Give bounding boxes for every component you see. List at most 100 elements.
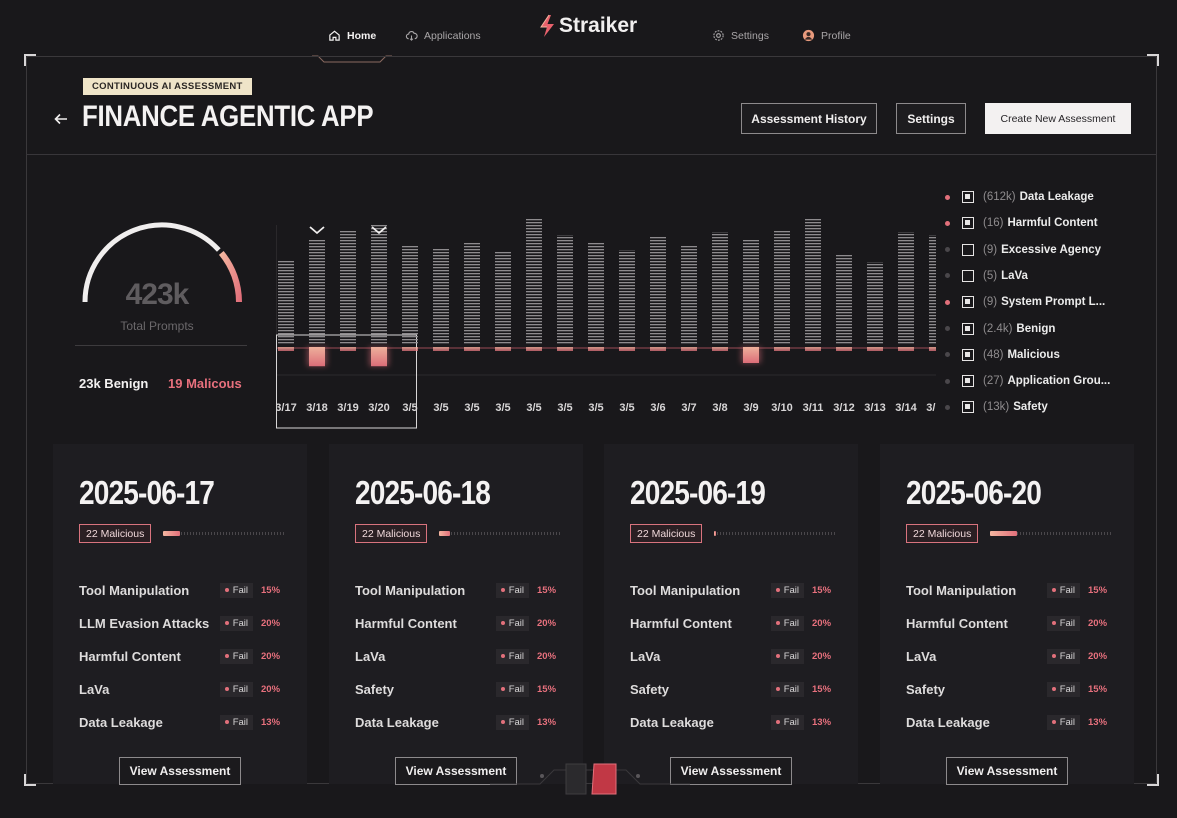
home-icon [329, 30, 340, 41]
brand-logo[interactable]: Straiker [538, 14, 637, 38]
view-assessment-button[interactable]: View Assessment [395, 757, 517, 785]
view-assessment-button[interactable]: View Assessment [946, 757, 1068, 785]
legend-checkbox[interactable] [962, 217, 974, 230]
malicious-count-badge: 22 Malicious [79, 524, 152, 543]
benign-summary: 23k Benign [79, 376, 149, 391]
result-category: Data Leakage [630, 714, 714, 730]
status-dot [224, 588, 229, 592]
chart-bars [276, 218, 936, 429]
prompts-bar-chart[interactable]: 3/17 3/18 3/19 3/20 3/5 3/5 3/5 3/5 3/5 3/5 3/5 3/5… [276, 195, 936, 435]
chart-bar-malicious [340, 347, 356, 351]
chart-bar-malicious [712, 347, 728, 351]
status-dot [775, 621, 780, 625]
chart-bar [371, 225, 387, 345]
legend-count: (16) [983, 217, 1004, 230]
assessment-type-badge: CONTINUOUS AI ASSESSMENT [83, 78, 252, 95]
legend-item[interactable]: (9) Excessive Agency [945, 242, 1101, 258]
legend-checkbox[interactable] [962, 348, 974, 361]
status-dot [775, 687, 780, 691]
legend-item[interactable]: (48) Malicious [945, 347, 1060, 363]
malicious-progress-fill [163, 531, 181, 536]
assessment-history-button[interactable]: Assessment History [741, 103, 877, 134]
result-category: LaVa [355, 648, 386, 664]
legend-item[interactable]: (27) Application Grou... [945, 373, 1110, 389]
chart-tick-label: 3/5 [464, 402, 479, 414]
result-row: Safety Fail 15% [630, 679, 834, 699]
legend-checkbox[interactable] [962, 322, 974, 335]
fail-percentage: 13% [537, 716, 557, 728]
view-assessment-button[interactable]: View Assessment [119, 757, 241, 785]
legend-status-dot [945, 326, 950, 331]
result-row: Safety Fail 15% [906, 679, 1110, 699]
chart-tick-label: 3/18 [306, 402, 327, 414]
malicious-count-badge: 22 Malicious [355, 524, 428, 543]
nav-applications[interactable]: Applications [405, 29, 481, 42]
card-date: 2025-06-19 [630, 474, 766, 511]
fail-status-pill: Fail [495, 714, 529, 730]
chart-tick-label: 3/5 [402, 402, 417, 414]
assessment-card: 2025-06-17 22 Malicious Tool Manipulation F… [53, 444, 307, 785]
legend-item[interactable]: (5) LaVa [945, 268, 1028, 284]
fail-status-pill: Fail [219, 714, 253, 730]
chart-bar [650, 237, 666, 345]
chart-bar [526, 218, 542, 345]
legend-count: (5) [983, 269, 998, 282]
status-dot [1051, 687, 1056, 691]
status-dot [775, 588, 780, 592]
status-dot [500, 621, 505, 625]
card-date: 2025-06-18 [355, 474, 491, 511]
status-dot [1051, 621, 1056, 625]
malicious-progress-track [714, 531, 836, 536]
chart-tick-label: 3/9 [743, 402, 758, 414]
legend-item[interactable]: (16) Harmful Content [945, 215, 1098, 231]
status-dot [500, 720, 505, 724]
chart-bar [712, 232, 728, 345]
gauge-track [82, 222, 221, 303]
legend-status-dot [945, 194, 950, 200]
legend-checkbox[interactable] [962, 375, 974, 388]
chart-tick-label: 3/15 [926, 402, 936, 414]
chart-bar-malicious [805, 347, 821, 351]
chart-bar-malicious [867, 347, 883, 351]
result-row: Safety Fail 15% [355, 679, 559, 699]
fail-label: Fail [232, 617, 248, 629]
chart-bar-malicious [526, 347, 542, 351]
legend-item[interactable]: (2.4k) Benign [945, 321, 1055, 337]
nav-home-label: Home [347, 29, 377, 42]
view-assessment-button[interactable]: View Assessment [670, 757, 792, 785]
legend-checkbox[interactable] [962, 401, 974, 414]
card-date: 2025-06-20 [906, 474, 1042, 511]
legend-item[interactable]: (612k) Data Leakage [945, 189, 1094, 205]
create-assessment-button[interactable]: Create New Assessment [985, 103, 1131, 134]
legend-label: Safety [1013, 401, 1048, 414]
chart-bar [805, 218, 821, 345]
legend-item[interactable]: (9) System Prompt L... [945, 294, 1105, 310]
result-row: Tool Manipulation Fail 15% [906, 580, 1110, 600]
legend-checkbox[interactable] [962, 296, 974, 309]
fail-percentage: 20% [261, 650, 281, 662]
result-row: LaVa Fail 20% [630, 646, 834, 666]
total-prompts-value: 423k [125, 278, 190, 311]
legend-item[interactable]: (13k) Safety [945, 399, 1048, 415]
nav-home[interactable]: Home [328, 29, 376, 42]
result-category: Data Leakage [79, 714, 163, 730]
chart-tick-label: 3/5 [557, 402, 572, 414]
fail-status-pill: Fail [1046, 681, 1080, 697]
legend-checkbox[interactable] [962, 269, 974, 282]
nav-settings[interactable]: Settings [712, 29, 769, 42]
result-category: Safety [355, 681, 395, 697]
nav-applications-label: Applications [424, 29, 481, 42]
settings-button[interactable]: Settings [896, 103, 966, 134]
legend-checkbox[interactable] [962, 243, 974, 256]
back-arrow-icon[interactable] [53, 111, 69, 127]
fail-percentage: 15% [812, 584, 832, 596]
result-category: LaVa [79, 681, 110, 697]
legend-checkbox[interactable] [962, 191, 974, 203]
chart-bar [340, 230, 356, 345]
fail-percentage: 15% [812, 683, 832, 695]
fail-label: Fail [783, 617, 799, 629]
fail-label: Fail [232, 650, 248, 662]
fail-label: Fail [508, 617, 524, 629]
frame-corner [1147, 774, 1159, 786]
nav-profile[interactable]: Profile [802, 29, 851, 42]
